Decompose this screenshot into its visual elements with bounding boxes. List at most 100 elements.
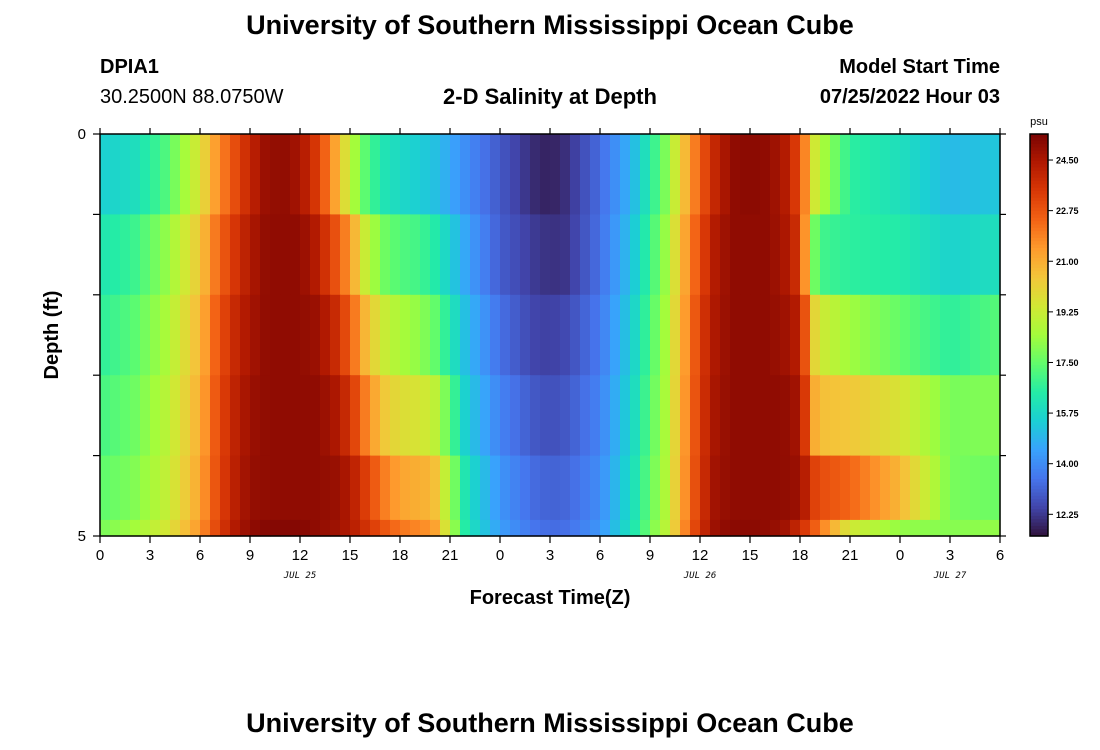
heatmap-cell xyxy=(100,455,111,521)
heatmap-cell xyxy=(820,134,831,215)
heatmap-cell xyxy=(270,134,281,215)
heatmap-cell xyxy=(730,294,741,376)
colorbar-segment xyxy=(1030,211,1048,215)
heatmap-cell xyxy=(890,294,901,376)
heatmap-cell xyxy=(930,134,941,215)
heatmap-cell xyxy=(740,519,751,537)
heatmap-cell xyxy=(940,519,951,537)
heatmap-cell xyxy=(710,455,721,521)
heatmap-cell xyxy=(820,519,831,537)
colorbar-segment xyxy=(1030,482,1048,487)
colorbar: psu 24.50 22.75 21.00 19.25 17.50 15.75 14.00 12… xyxy=(1029,116,1079,537)
heatmap-cell xyxy=(580,455,591,521)
colorbar-frame xyxy=(1029,133,1049,537)
heatmap-cell xyxy=(830,375,841,457)
heatmap-cell xyxy=(560,455,571,521)
heatmap-cell xyxy=(490,519,501,537)
heatmap-cell xyxy=(610,455,621,521)
colorbar-segment xyxy=(1030,519,1048,524)
colorbar-segment xyxy=(1030,345,1048,349)
heatmap-cell xyxy=(800,375,811,457)
heatmap-cell xyxy=(750,134,761,215)
colorbar-segment xyxy=(1030,298,1048,303)
heatmap-cell xyxy=(770,134,781,215)
heatmap-cell xyxy=(390,375,401,457)
colorbar-segment xyxy=(1030,422,1048,427)
heatmap-cell xyxy=(490,455,501,521)
heatmap-cell xyxy=(850,455,861,521)
heatmap-cell xyxy=(890,375,901,457)
heatmap-cell xyxy=(770,455,781,521)
heatmap-cell xyxy=(700,214,711,296)
heatmap-cells xyxy=(100,134,1001,537)
heatmap-cell xyxy=(620,519,631,537)
heatmap-cell xyxy=(110,134,121,215)
heatmap-cell xyxy=(480,375,491,457)
heatmap-cell xyxy=(200,519,211,537)
colorbar-tick-label: 14.00 xyxy=(1056,459,1079,469)
colorbar-segment xyxy=(1030,251,1048,256)
heatmap-cell xyxy=(730,214,741,296)
heatmap-cell xyxy=(420,519,431,537)
heatmap-cell xyxy=(390,214,401,296)
colorbar-segment xyxy=(1030,405,1048,410)
heatmap-cell xyxy=(640,214,651,296)
heatmap-cell xyxy=(890,519,901,537)
heatmap-cell xyxy=(170,519,181,537)
heatmap-cell xyxy=(870,214,881,296)
colorbar-segment xyxy=(1030,271,1048,276)
heatmap-cell xyxy=(510,134,521,215)
heatmap-cell xyxy=(580,375,591,457)
heatmap-cell xyxy=(500,294,511,376)
heatmap-cell xyxy=(670,375,681,457)
heatmap-cell xyxy=(590,455,601,521)
heatmap-cell xyxy=(980,375,991,457)
heatmap-cell xyxy=(610,134,621,215)
heatmap-cell xyxy=(730,134,741,215)
heatmap-cell xyxy=(410,134,421,215)
heatmap-cell xyxy=(380,134,391,215)
colorbar-segment xyxy=(1030,187,1048,192)
heatmap-cell xyxy=(950,294,961,376)
heatmap-cell xyxy=(780,519,791,537)
heatmap-cell xyxy=(540,214,551,296)
colorbar-segment xyxy=(1030,445,1048,450)
x-tick-label: 21 xyxy=(842,547,859,564)
heatmap-cell xyxy=(380,455,391,521)
heatmap-cell xyxy=(170,375,181,457)
heatmap-cell xyxy=(540,519,551,537)
colorbar-segment xyxy=(1030,368,1048,373)
heatmap-cell xyxy=(600,214,611,296)
y-tick-label: 5 xyxy=(78,528,86,545)
heatmap-cell xyxy=(640,134,651,215)
heatmap-cell xyxy=(440,294,451,376)
colorbar-segment xyxy=(1030,412,1048,416)
heatmap-cell xyxy=(370,214,381,296)
heatmap-cell xyxy=(850,375,861,457)
heatmap-cell xyxy=(850,519,861,537)
heatmap-cell xyxy=(800,294,811,376)
heatmap-cell xyxy=(240,375,251,457)
heatmap-cell xyxy=(960,455,971,521)
heatmap-cell xyxy=(930,455,941,521)
colorbar-tick-label: 15.75 xyxy=(1056,409,1079,419)
heatmap-cell xyxy=(880,519,891,537)
heatmap-cell xyxy=(260,519,271,537)
heatmap-cell xyxy=(410,455,421,521)
heatmap-cell xyxy=(490,375,501,457)
heatmap-cell xyxy=(400,375,411,457)
colorbar-tick-label: 24.50 xyxy=(1056,156,1079,166)
heatmap-cell xyxy=(260,214,271,296)
heatmap-cell xyxy=(430,294,441,376)
heatmap-cell xyxy=(430,214,441,296)
heatmap-cell xyxy=(120,375,131,457)
heatmap-cell xyxy=(910,134,921,215)
heatmap-cell xyxy=(570,294,581,376)
colorbar-segment xyxy=(1030,174,1048,179)
heatmap-cell xyxy=(660,214,671,296)
heatmap-cell xyxy=(620,134,631,215)
heatmap-cell xyxy=(430,375,441,457)
colorbar-segment xyxy=(1030,288,1048,293)
heatmap-cell xyxy=(260,455,271,521)
heatmap-cell xyxy=(290,214,301,296)
